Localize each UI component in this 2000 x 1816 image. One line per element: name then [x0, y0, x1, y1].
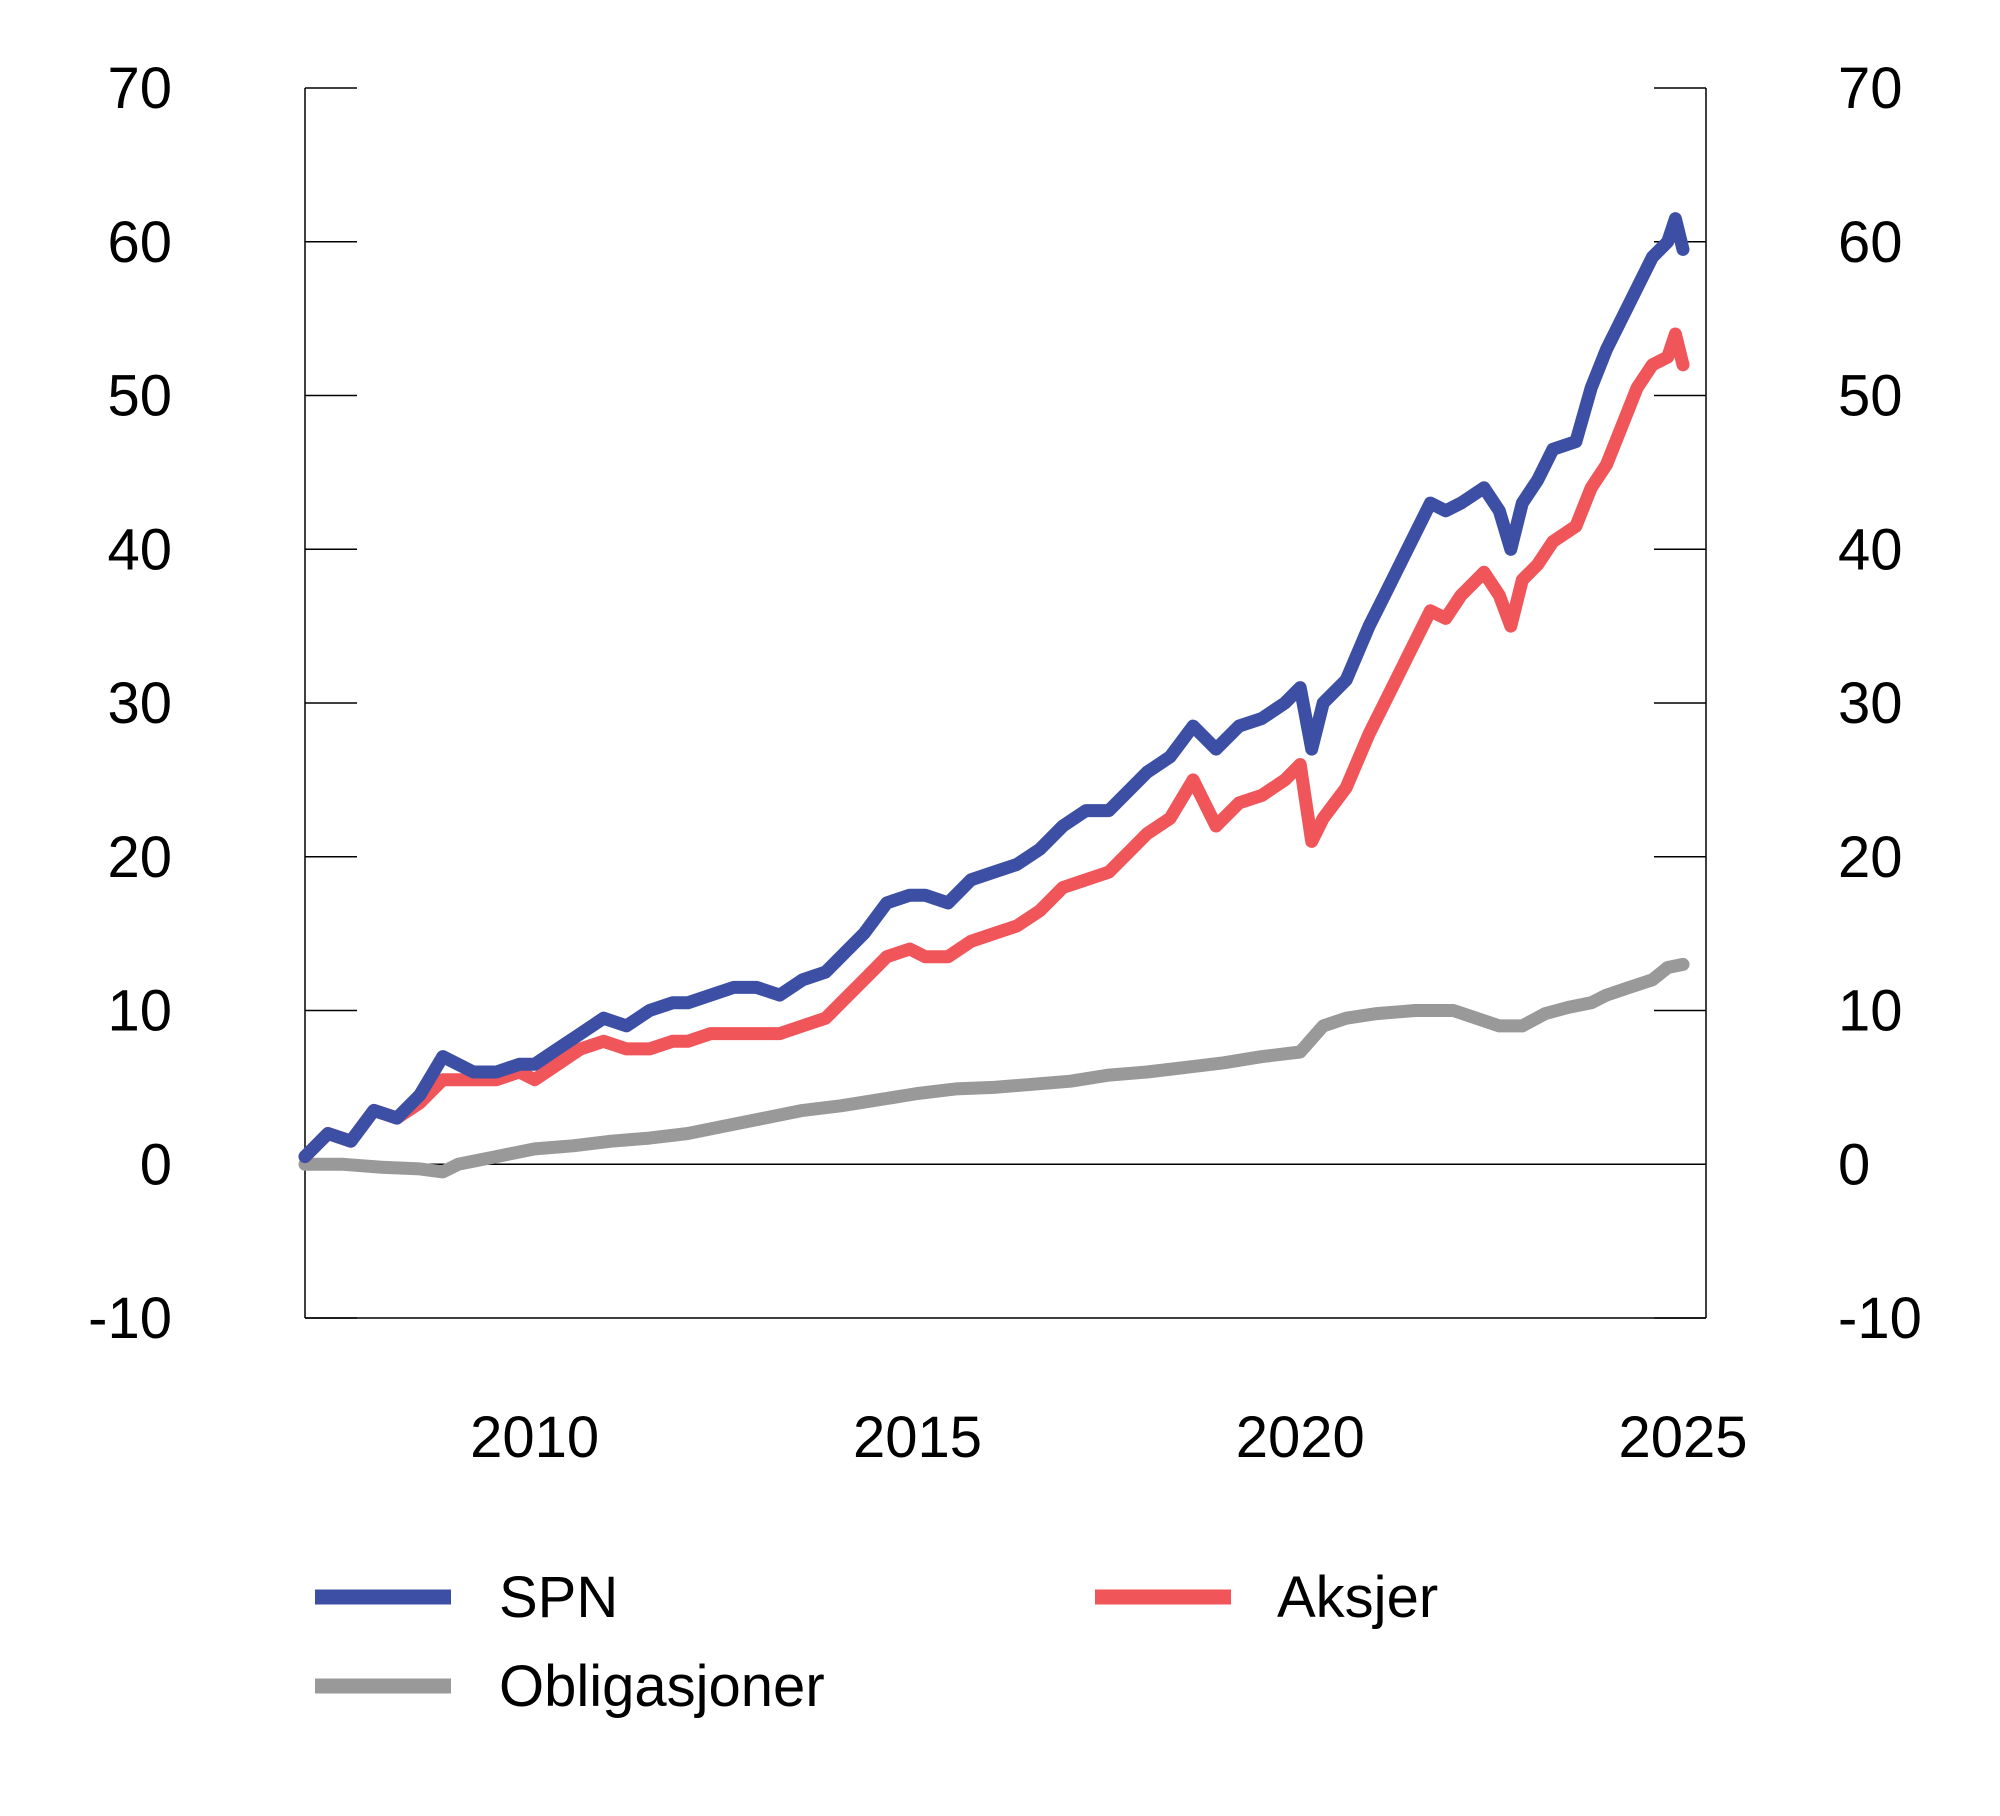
- y-axis-left: -10 0 10 20 30 40 50 60 70: [88, 56, 357, 1351]
- x-tick-label: 2020: [1236, 1405, 1365, 1470]
- y-tick-label-right: 30: [1838, 671, 1903, 736]
- y-tick-label-right: 10: [1838, 979, 1903, 1044]
- y-tick-label-right: 40: [1838, 517, 1903, 582]
- x-tick-label: 2010: [470, 1405, 599, 1470]
- y-tick-label-right: -10: [1838, 1286, 1922, 1351]
- legend-label-obligasjoner: Obligasjoner: [499, 1654, 825, 1719]
- series-line-aksjer: [298, 327, 1690, 1164]
- y-tick-label-left: 30: [107, 671, 172, 736]
- y-tick-label-left: 50: [107, 364, 172, 429]
- series-line-obligasjoner: [298, 957, 1690, 1179]
- legend-label-spn: SPN: [499, 1565, 618, 1630]
- y-tick-label-right: 0: [1838, 1132, 1870, 1197]
- y-tick-label-left: 70: [107, 56, 172, 121]
- y-tick-label-right: 60: [1838, 210, 1903, 275]
- series-line-spn: [298, 212, 1690, 1164]
- y-tick-label-right: 20: [1838, 825, 1903, 890]
- legend-label-aksjer: Aksjer: [1277, 1565, 1438, 1630]
- y-tick-label-right: 50: [1838, 364, 1903, 429]
- y-axis-right: -10 0 10 20 30 40 50 60 70: [1654, 56, 1922, 1351]
- x-axis: 2010 2015 2020 2025: [470, 1405, 1747, 1470]
- y-tick-label-right: 70: [1838, 56, 1903, 121]
- plot-frame: [304, 88, 1707, 1319]
- y-tick-label-left: 60: [107, 210, 172, 275]
- y-tick-label-left: 0: [140, 1132, 172, 1197]
- x-tick-label: 2025: [1619, 1405, 1748, 1470]
- legend: SPN Aksjer Obligasjoner: [315, 1565, 1438, 1719]
- x-tick-label: 2015: [853, 1405, 982, 1470]
- y-tick-label-left: -10: [88, 1286, 172, 1351]
- y-tick-label-left: 20: [107, 825, 172, 890]
- y-tick-label-left: 10: [107, 979, 172, 1044]
- series-lines: [298, 212, 1690, 1179]
- y-tick-label-left: 40: [107, 517, 172, 582]
